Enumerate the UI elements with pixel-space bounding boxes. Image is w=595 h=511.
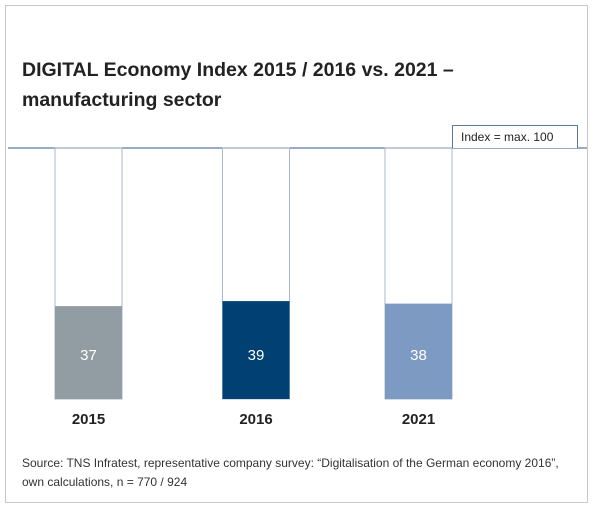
x-tick-label: 2021	[402, 411, 435, 428]
source-note: Source: TNS Infratest, representative co…	[22, 456, 559, 489]
x-tick-label: 2015	[72, 411, 105, 428]
bar	[222, 301, 290, 399]
bar	[385, 303, 452, 399]
value-label: 38	[410, 347, 427, 364]
value-label: 37	[80, 347, 97, 364]
chart-title: DIGITAL Economy Index 2015 / 2016 vs. 20…	[22, 59, 454, 111]
frame	[5, 5, 588, 503]
index-note: Index = max. 100	[452, 125, 578, 148]
value-label: 39	[248, 347, 265, 364]
bar	[55, 306, 122, 399]
x-tick-label: 2016	[239, 411, 272, 428]
